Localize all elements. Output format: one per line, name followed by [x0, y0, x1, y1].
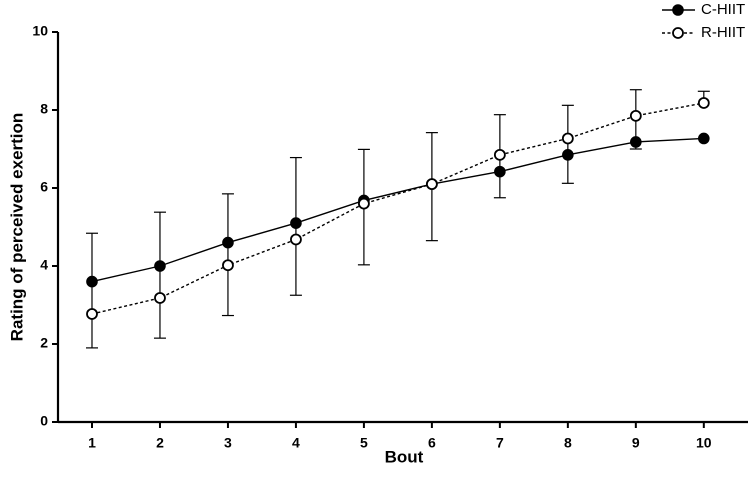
y-tick-label: 10	[32, 23, 48, 39]
series-points	[86, 97, 710, 320]
data-point-c-hiit	[494, 165, 506, 178]
data-point-c-hiit	[154, 260, 166, 272]
x-tick-label: 2	[156, 435, 164, 451]
data-point-r-hiit	[222, 259, 234, 272]
data-point-c-hiit	[630, 136, 642, 148]
y-tick-label: 2	[40, 335, 48, 351]
data-point-r-hiit	[358, 197, 370, 210]
legend-item-r-hiit: R-HIIT	[662, 24, 745, 41]
error-bars	[85, 89, 710, 349]
y-axis-title: Rating of perceived exertion	[7, 113, 26, 342]
y-tick-label: 6	[40, 179, 48, 195]
legend-label-c-hiit: C-HIIT	[701, 1, 745, 18]
legend-label-r-hiit: R-HIIT	[701, 24, 745, 41]
data-point-r-hiit	[697, 97, 710, 109]
data-point-r-hiit	[561, 132, 574, 145]
y-tick-label: 0	[40, 413, 48, 429]
x-tick-label: 6	[428, 435, 436, 451]
x-ticks: 1 2 3 4 5 6 7 8 9 10	[88, 422, 712, 451]
data-point-r-hiit	[493, 148, 506, 161]
data-point-r-hiit	[425, 178, 438, 191]
legend-marker-c-hiit	[672, 4, 684, 16]
legend: C-HIIT R-HIIT	[662, 1, 745, 41]
legend-marker-r-hiit	[672, 27, 684, 39]
x-tick-label: 3	[224, 435, 232, 451]
data-point-c-hiit	[222, 236, 234, 249]
x-tick-label: 4	[292, 435, 300, 451]
data-point-c-hiit	[290, 217, 302, 229]
data-point-r-hiit	[154, 292, 166, 304]
data-point-r-hiit	[86, 308, 98, 320]
x-tick-label: 5	[360, 435, 368, 451]
axes	[56, 32, 748, 424]
data-point-c-hiit	[698, 132, 710, 145]
x-axis-title: Bout	[385, 447, 424, 466]
data-point-c-hiit	[562, 149, 574, 161]
y-tick-label: 8	[40, 101, 48, 117]
y-ticks: 0 2 4 6 8 10	[32, 23, 58, 429]
x-tick-label: 9	[632, 435, 640, 451]
series-line-c-hiit	[91, 137, 704, 283]
x-tick-label: 1	[88, 435, 96, 451]
series-lines	[91, 102, 704, 315]
x-tick-label: 10	[696, 435, 712, 451]
x-tick-label: 7	[496, 435, 504, 451]
y-tick-label: 4	[40, 257, 48, 273]
x-tick-label: 8	[564, 435, 572, 451]
data-point-r-hiit	[290, 233, 302, 246]
data-point-r-hiit	[629, 109, 642, 122]
legend-item-c-hiit: C-HIIT	[662, 1, 745, 18]
data-point-c-hiit	[86, 275, 98, 288]
series-line-r-hiit	[91, 102, 704, 315]
